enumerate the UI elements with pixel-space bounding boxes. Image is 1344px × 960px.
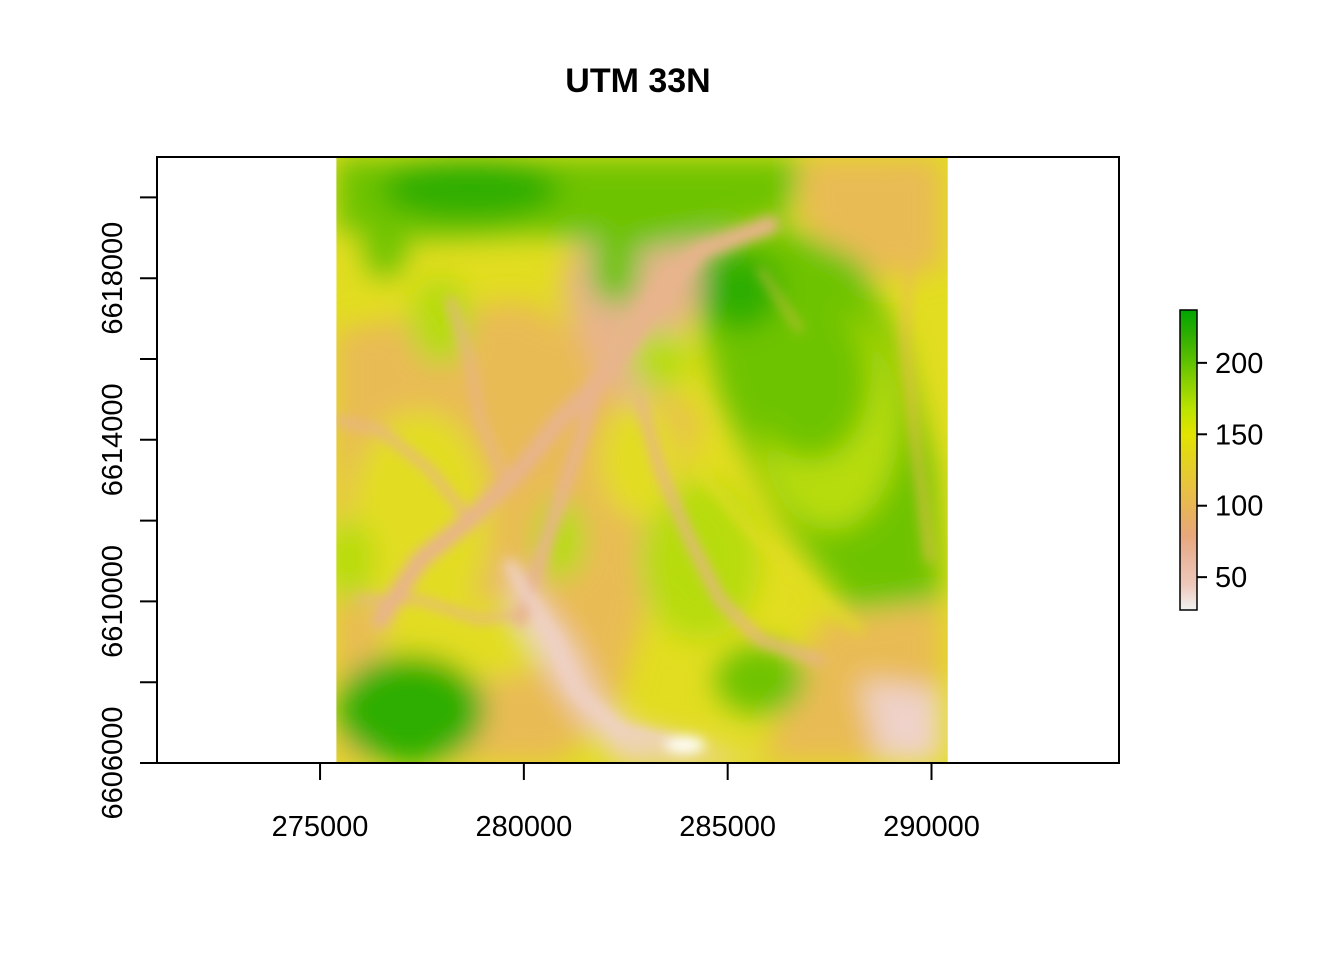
y-tick-label: 6610000 <box>97 545 129 658</box>
y-axis: 6606000 6610000 6614000 6618000 <box>97 196 158 820</box>
y-tick-label: 6606000 <box>97 707 129 820</box>
map-title: UTM 33N <box>565 62 710 100</box>
raster-layer <box>336 157 948 763</box>
x-tick-label: 275000 <box>272 811 369 843</box>
legend-tick-label: 150 <box>1215 419 1263 451</box>
legend-tick-label: 100 <box>1215 491 1263 523</box>
x-axis: 275000 280000 285000 290000 <box>272 762 980 843</box>
legend-tick-label: 200 <box>1215 348 1263 380</box>
x-tick-label: 280000 <box>475 811 572 843</box>
legend-tick-label: 50 <box>1215 562 1247 594</box>
legend-colorbar <box>1179 309 1198 611</box>
x-tick-label: 285000 <box>679 811 776 843</box>
elevation-legend: 50 100 150 200 <box>1179 309 1263 611</box>
y-tick-label: 6614000 <box>97 383 129 496</box>
x-tick-label: 290000 <box>883 811 980 843</box>
y-tick-label: 6618000 <box>97 222 129 335</box>
